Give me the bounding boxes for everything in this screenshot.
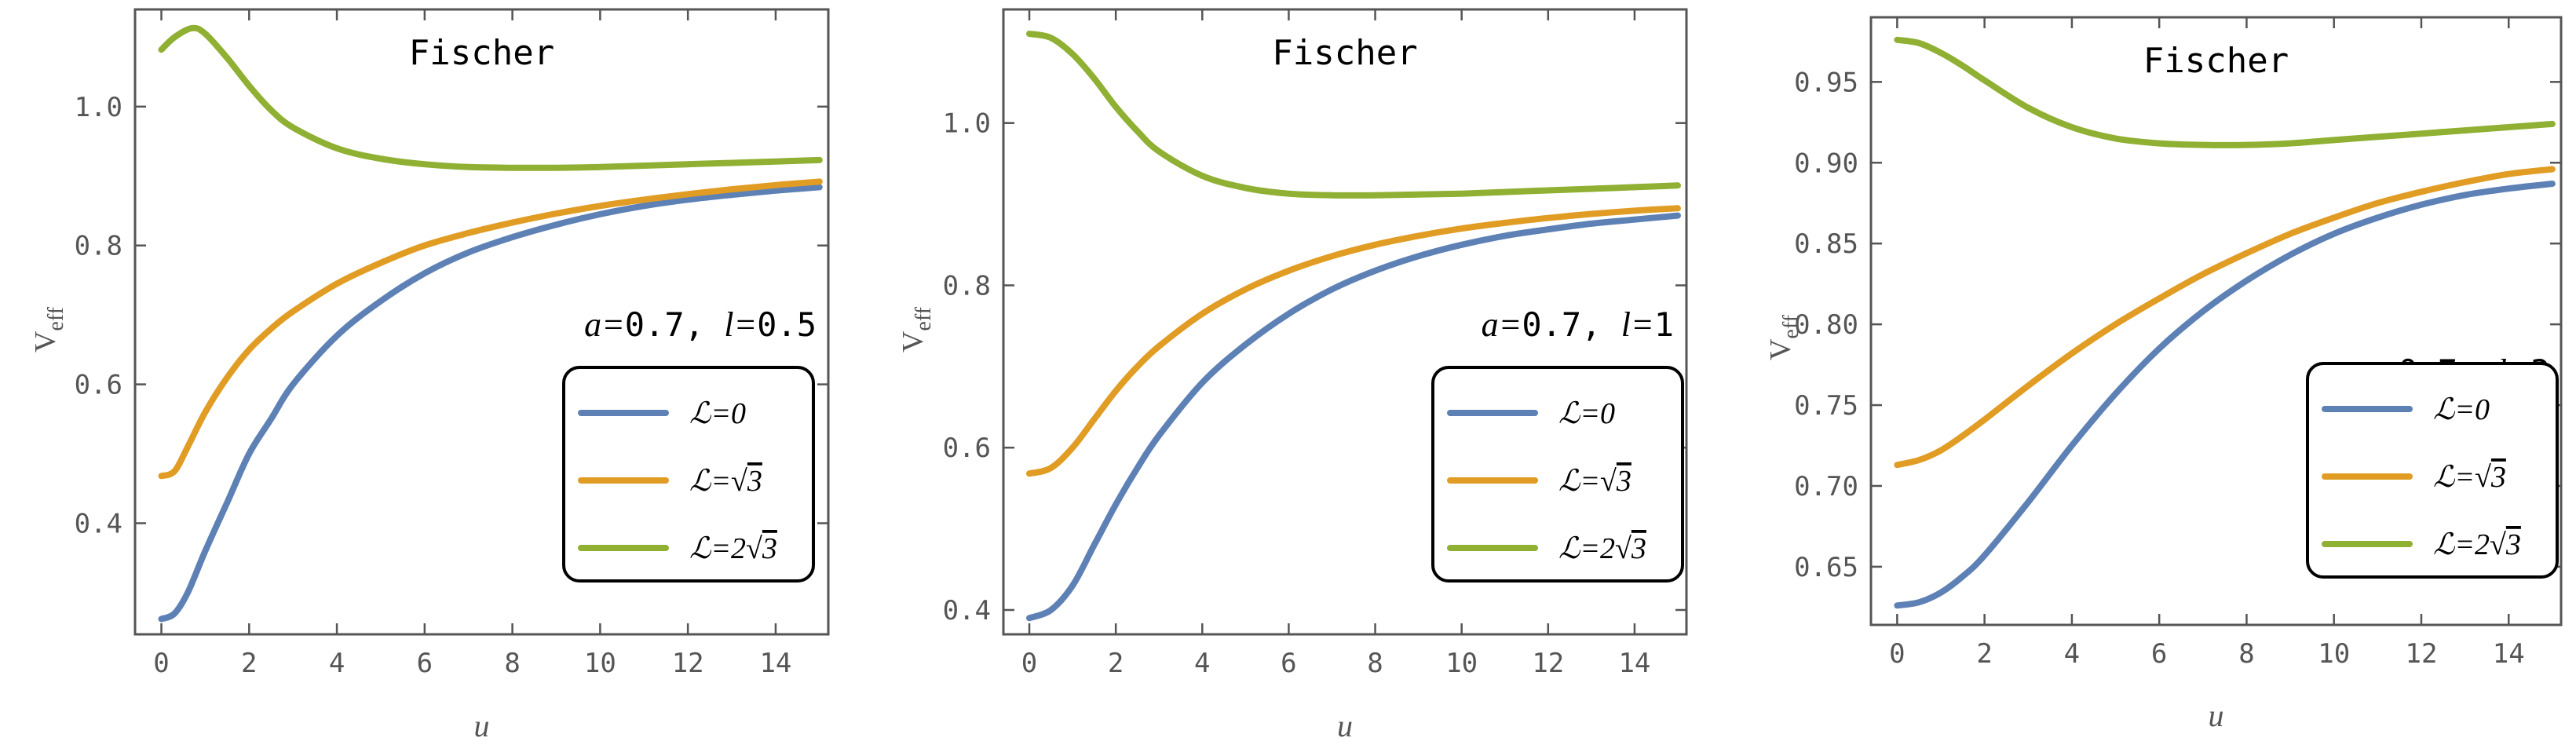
y-tick-label: 0.95 — [1794, 67, 1858, 98]
plot-frame — [1002, 8, 1688, 636]
series-line — [158, 184, 823, 623]
y-tick-label: 0.6 — [75, 370, 122, 401]
legend: ℒ=0 ℒ=√3 ℒ=2√3 — [562, 366, 815, 583]
annotation-part: = — [733, 305, 757, 344]
y-tick-label: 1.0 — [75, 92, 122, 123]
x-tick-label: 8 — [1367, 648, 1383, 679]
legend-label: ℒ=√3 — [2433, 461, 2506, 494]
legend-label: ℒ=√3 — [1558, 465, 1631, 498]
y-axis-label: Veff — [29, 306, 68, 352]
legend: ℒ=0 ℒ=√3 ℒ=2√3 — [1431, 366, 1684, 583]
plot-frame — [133, 8, 830, 636]
legend-box — [2306, 362, 2559, 579]
annotation-part: a — [1482, 305, 1499, 344]
x-tick-label: 0 — [1021, 648, 1037, 679]
x-tick-label: 4 — [2064, 638, 2080, 670]
x-tick-label: 10 — [1445, 648, 1478, 679]
series-line — [1894, 36, 2556, 148]
parameter-annotation: a=0.7, l=0.5 — [584, 305, 817, 344]
legend-box — [1431, 366, 1684, 583]
x-tick-label: 6 — [1281, 648, 1296, 679]
x-axis-label: u — [474, 708, 490, 743]
x-axis-label: u — [1337, 708, 1353, 743]
y-tick-label: 0.6 — [943, 433, 991, 464]
annotation-part: = — [1499, 305, 1522, 344]
annotation-part: a — [584, 305, 601, 344]
x-tick-label: 6 — [2151, 638, 2167, 670]
series-line — [1026, 212, 1681, 622]
x-tick-label: 10 — [584, 648, 616, 679]
y-tick-label: 0.8 — [943, 270, 991, 301]
x-axis-label: u — [2209, 698, 2224, 733]
y-tick-label: 0.75 — [1794, 390, 1858, 422]
annotation-part: 0.5 — [757, 305, 817, 344]
x-tick-label: 8 — [2238, 638, 2254, 670]
y-axis-label: Veff — [897, 306, 936, 352]
annotation-part: 0.7, — [1522, 305, 1621, 344]
x-tick-label: 12 — [1532, 648, 1564, 679]
legend-label: ℒ=0 — [689, 397, 746, 430]
y-tick-label: 0.4 — [75, 508, 122, 539]
annotation-part: 0.7, — [625, 305, 724, 344]
legend-label: ℒ=2√3 — [2433, 528, 2521, 561]
plot-title: Fischer — [409, 33, 554, 73]
x-tick-label: 14 — [1618, 648, 1650, 679]
y-tick-label: 0.90 — [1794, 148, 1858, 179]
legend-box — [562, 366, 815, 583]
series-line — [158, 24, 823, 171]
plot-title: Fischer — [2143, 41, 2289, 81]
series-line — [1894, 181, 2556, 609]
x-tick-label: 12 — [672, 648, 704, 679]
series-line — [158, 178, 823, 480]
series-line — [1026, 31, 1681, 199]
chart-panel-3: 0 2 4 6 8 10 12 14 0.65 0.70 0.75 0.80 0.85 0.90 0.95 F… — [1764, 16, 2563, 733]
y-tick-label: 0.4 — [943, 595, 991, 626]
series-line — [1894, 166, 2556, 469]
parameter-annotation: a=0.7, l=1 — [1482, 305, 1674, 344]
legend-label: ℒ=0 — [1558, 397, 1615, 430]
x-tick-label: 0 — [1889, 638, 1905, 670]
y-axis-label: Veff — [1764, 314, 1803, 360]
x-tick-label: 4 — [329, 648, 345, 679]
annotation-part: = — [1631, 305, 1654, 344]
x-tick-label: 12 — [2405, 638, 2437, 670]
legend-label: ℒ=√3 — [689, 465, 762, 498]
x-tick-label: 4 — [1194, 648, 1210, 679]
x-tick-label: 14 — [2493, 638, 2525, 670]
annotation-part: l — [1621, 305, 1631, 344]
legend-label: ℒ=2√3 — [689, 532, 777, 565]
legend-label: ℒ=0 — [2433, 393, 2490, 426]
annotation-part: 1 — [1654, 305, 1674, 344]
x-tick-label: 2 — [241, 648, 257, 679]
x-tick-label: 8 — [504, 648, 520, 679]
x-tick-label: 10 — [2318, 638, 2350, 670]
y-tick-label: 0.80 — [1794, 309, 1858, 341]
annotation-part: = — [601, 305, 625, 344]
y-tick-label: 0.65 — [1794, 552, 1858, 583]
x-tick-label: 2 — [1976, 638, 1992, 670]
series-line — [1026, 205, 1681, 477]
annotation-part: l — [724, 305, 733, 344]
y-tick-label: 0.70 — [1794, 471, 1858, 502]
plot-title: Fischer — [1272, 33, 1417, 73]
plot-frame — [1869, 16, 2563, 626]
x-tick-label: 6 — [417, 648, 433, 679]
legend-label: ℒ=2√3 — [1558, 532, 1646, 565]
x-tick-label: 0 — [153, 648, 169, 679]
x-tick-label: 2 — [1108, 648, 1124, 679]
legend: ℒ=0 ℒ=√3 ℒ=2√3 — [2306, 362, 2559, 579]
y-tick-label: 0.85 — [1794, 228, 1858, 260]
y-tick-label: 0.8 — [75, 231, 122, 262]
x-tick-label: 14 — [759, 648, 791, 679]
y-tick-label: 1.0 — [943, 108, 991, 140]
